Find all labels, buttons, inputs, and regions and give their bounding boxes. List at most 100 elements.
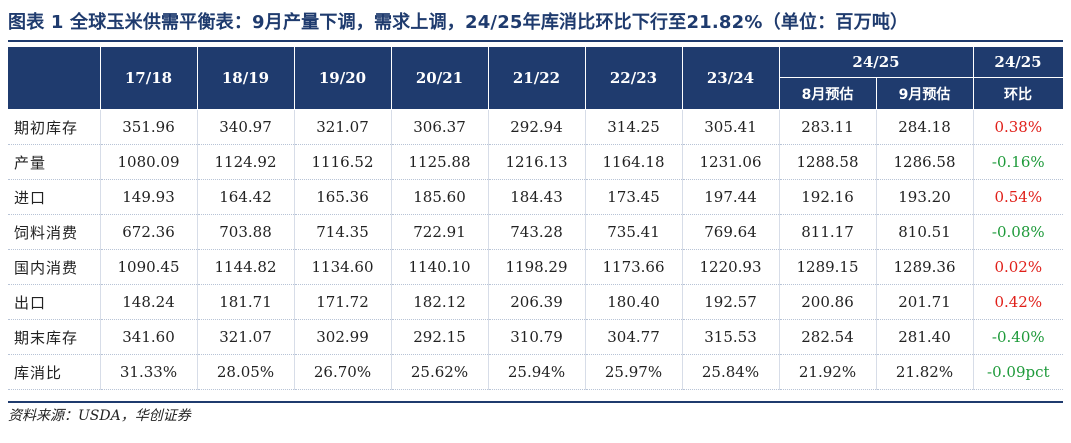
change-cell: -0.09pct [973,354,1064,390]
table-cell: 722.91 [391,214,489,250]
header-year: 18/19 [196,46,295,110]
row-label: 产量 [8,144,101,180]
table-cell: 1289.15 [779,249,877,285]
table-row: 国内消费 1090.45 1144.82 1134.60 1140.10 1198.29 1… [8,249,1064,285]
header-corner [8,46,101,110]
table-cell: 306.37 [391,109,489,145]
table-cell: 149.93 [100,179,198,215]
header-year: 17/18 [99,46,198,110]
table-cell: 1164.18 [585,144,683,180]
balance-table: 17/18 18/19 19/20 20/21 21/22 22/23 23/2… [8,46,1064,390]
row-label: 饲料消费 [8,214,101,250]
table-cell: 1134.60 [294,249,392,285]
table-cell: 1080.09 [100,144,198,180]
header-sub: 9月预估 [875,77,974,110]
table-cell: 180.40 [585,284,683,320]
table-cell: 1173.66 [585,249,683,285]
table-cell: 810.51 [876,214,974,250]
table-cell: 185.60 [391,179,489,215]
header-year: 19/20 [293,46,392,110]
table-cell: 340.97 [197,109,295,145]
table-row: 期末库存 341.60 321.07 302.99 292.15 310.79 304.77… [8,319,1064,355]
table-cell: 1231.06 [682,144,780,180]
table-cell: 672.36 [100,214,198,250]
table-cell: 283.11 [779,109,877,145]
table-cell: 302.99 [294,319,392,355]
table-cell: 1198.29 [488,249,586,285]
change-cell: -0.08% [973,214,1064,250]
table-cell: 192.16 [779,179,877,215]
table-cell: 321.07 [197,319,295,355]
title-rule [8,40,1063,42]
table-cell: 304.77 [585,319,683,355]
table-cell: 292.15 [391,319,489,355]
table-row: 库消比 31.33% 28.05% 26.70% 25.62% 25.94% 25.97% 2… [8,354,1064,390]
table-cell: 192.57 [682,284,780,320]
table-cell: 21.92% [779,354,877,390]
header-sub: 8月预估 [778,77,877,110]
table-cell: 165.36 [294,179,392,215]
row-label: 库消比 [8,354,101,390]
change-cell: 0.54% [973,179,1064,215]
header-year: 23/24 [681,46,780,110]
table-cell: 200.86 [779,284,877,320]
table-cell: 305.41 [682,109,780,145]
header-change-group: 24/25 [972,46,1064,78]
change-cell: -0.16% [973,144,1064,180]
table-cell: 28.05% [197,354,295,390]
table-cell: 1124.92 [197,144,295,180]
change-cell: -0.40% [973,319,1064,355]
table-cell: 735.41 [585,214,683,250]
table-cell: 171.72 [294,284,392,320]
table-cell: 182.12 [391,284,489,320]
header-year: 21/22 [487,46,586,110]
table-row: 饲料消费 672.36 703.88 714.35 722.91 743.28 735.41… [8,214,1064,250]
table-cell: 1286.58 [876,144,974,180]
table-cell: 281.40 [876,319,974,355]
table-cell: 292.94 [488,109,586,145]
table-cell: 1216.13 [488,144,586,180]
table-cell: 25.84% [682,354,780,390]
table-cell: 181.71 [197,284,295,320]
table-cell: 193.20 [876,179,974,215]
table-cell: 25.94% [488,354,586,390]
table-cell: 31.33% [100,354,198,390]
table-cell: 1116.52 [294,144,392,180]
row-label: 国内消费 [8,249,101,285]
table-cell: 703.88 [197,214,295,250]
table-cell: 25.62% [391,354,489,390]
table-cell: 173.45 [585,179,683,215]
row-label: 期初库存 [8,109,101,145]
header-year: 22/23 [584,46,683,110]
table-cell: 201.71 [876,284,974,320]
table-cell: 1144.82 [197,249,295,285]
table-cell: 769.64 [682,214,780,250]
change-cell: 0.02% [973,249,1064,285]
table-row: 进口 149.93 164.42 165.36 185.60 184.43 173.45 19… [8,179,1064,215]
table-row: 产量 1080.09 1124.92 1116.52 1125.88 1216.13 116… [8,144,1064,180]
table-cell: 310.79 [488,319,586,355]
table-cell: 282.54 [779,319,877,355]
table-body: 期初库存 351.96 340.97 321.07 306.37 292.94 314.25… [8,109,1064,390]
table-cell: 321.07 [294,109,392,145]
table-title: 图表 1 全球玉米供需平衡表：9月产量下调，需求上调，24/25年库消比环比下行… [8,12,909,33]
change-cell: 0.42% [973,284,1064,320]
row-label: 进口 [8,179,101,215]
table-cell: 284.18 [876,109,974,145]
source-note: 资料来源：USDA，华创证券 [8,408,191,424]
table-cell: 1220.93 [682,249,780,285]
table-cell: 1090.45 [100,249,198,285]
table-cell: 1125.88 [391,144,489,180]
table-cell: 1288.58 [779,144,877,180]
table-cell: 341.60 [100,319,198,355]
header-year: 20/21 [390,46,489,110]
row-label: 出口 [8,284,101,320]
table-cell: 314.25 [585,109,683,145]
table-row: 出口 148.24 181.71 171.72 182.12 206.39 180.40 19… [8,284,1064,320]
header-change: 环比 [972,77,1064,110]
table-cell: 743.28 [488,214,586,250]
table-row: 期初库存 351.96 340.97 321.07 306.37 292.94 314.25… [8,109,1064,145]
table-cell: 1140.10 [391,249,489,285]
table-cell: 25.97% [585,354,683,390]
table-cell: 184.43 [488,179,586,215]
